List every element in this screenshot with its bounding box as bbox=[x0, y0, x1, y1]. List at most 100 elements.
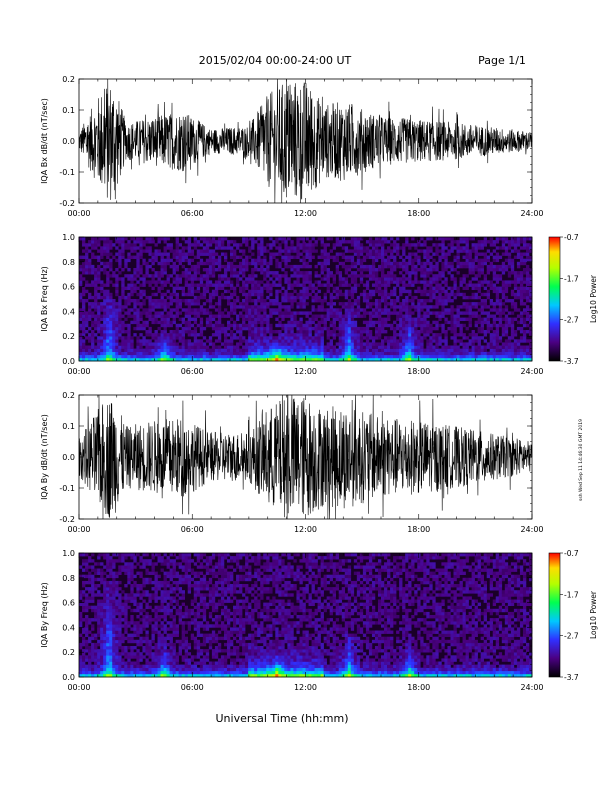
spectrogram-cell bbox=[290, 246, 293, 249]
spectrogram-cell bbox=[372, 302, 375, 305]
spectrogram-cell bbox=[245, 240, 248, 243]
spectrogram-cell bbox=[112, 596, 115, 599]
spectrogram-cell bbox=[176, 330, 179, 333]
spectrogram-cell bbox=[345, 324, 348, 327]
spectrogram-cell bbox=[197, 249, 200, 252]
spectrogram-cell bbox=[369, 249, 372, 252]
spectrogram-cell bbox=[517, 249, 520, 252]
spectrogram-cell bbox=[372, 352, 375, 355]
spectrogram-cell bbox=[185, 346, 188, 349]
y-tick-label: -0.2 bbox=[59, 515, 75, 524]
spectrogram-cell bbox=[475, 302, 478, 305]
spectrogram-cell bbox=[164, 237, 167, 240]
spectrogram-cell bbox=[493, 333, 496, 336]
spectrogram-cell bbox=[502, 324, 505, 327]
spectrogram-cell bbox=[327, 237, 330, 240]
spectrogram-cell bbox=[318, 308, 321, 311]
spectrogram-cell bbox=[212, 249, 215, 252]
spectrogram-cell bbox=[215, 308, 218, 311]
spectrogram-cell bbox=[318, 352, 321, 355]
spectrogram-cell bbox=[450, 355, 453, 358]
spectrogram-cell bbox=[366, 321, 369, 324]
spectrogram-cell bbox=[115, 284, 118, 287]
spectrogram-cell bbox=[481, 268, 484, 271]
spectrogram-cell bbox=[275, 240, 278, 243]
spectrogram-cell bbox=[121, 284, 124, 287]
spectrogram-cell bbox=[245, 262, 248, 265]
spectrogram-cell bbox=[469, 284, 472, 287]
spectrogram-cell bbox=[251, 237, 254, 240]
spectrogram-cell bbox=[351, 265, 354, 268]
spectrogram-cell bbox=[463, 342, 466, 345]
spectrogram-cell bbox=[260, 318, 263, 321]
spectrogram-cell bbox=[230, 324, 233, 327]
spectrogram-cell bbox=[478, 342, 481, 345]
spectrogram-cell bbox=[245, 265, 248, 268]
spectrogram-cell bbox=[109, 253, 112, 256]
spectrogram-cell bbox=[284, 253, 287, 256]
spectrogram-cell bbox=[254, 346, 257, 349]
spectrogram-cell bbox=[384, 265, 387, 268]
spectrogram-cell bbox=[381, 318, 384, 321]
spectrogram-cell bbox=[115, 315, 118, 318]
spectrogram-cell bbox=[97, 649, 100, 652]
spectrogram-cell bbox=[275, 271, 278, 274]
spectrogram-cell bbox=[402, 290, 405, 293]
spectrogram-cell bbox=[164, 346, 167, 349]
spectrogram-cell bbox=[312, 296, 315, 299]
spectrogram-cell bbox=[327, 274, 330, 277]
spectrogram-cell bbox=[315, 327, 318, 330]
spectrogram-cell bbox=[206, 349, 209, 352]
spectrogram-cell bbox=[233, 327, 236, 330]
spectrogram-cell bbox=[357, 240, 360, 243]
spectrogram-cell bbox=[484, 321, 487, 324]
spectrogram-cell bbox=[520, 237, 523, 240]
spectrogram-cell bbox=[182, 271, 185, 274]
spectrogram-cell bbox=[215, 253, 218, 256]
spectrogram-cell bbox=[161, 287, 164, 290]
spectrogram-cell bbox=[423, 290, 426, 293]
spectrogram-cell bbox=[354, 246, 357, 249]
spectrogram-cell bbox=[269, 293, 272, 296]
spectrogram-cell bbox=[481, 330, 484, 333]
spectrogram-cell bbox=[511, 349, 514, 352]
spectrogram-cell bbox=[212, 349, 215, 352]
spectrogram-cell bbox=[517, 293, 520, 296]
spectrogram-cell bbox=[402, 277, 405, 280]
spectrogram-cell bbox=[100, 249, 103, 252]
spectrogram-cell bbox=[354, 284, 357, 287]
spectrogram-cell bbox=[354, 274, 357, 277]
spectrogram-cell bbox=[91, 618, 94, 621]
spectrogram-cell bbox=[520, 246, 523, 249]
spectrogram-cell bbox=[302, 249, 305, 252]
spectrogram-cell bbox=[269, 287, 272, 290]
spectrogram-cell bbox=[272, 352, 275, 355]
spectrogram-cell bbox=[106, 600, 109, 603]
spectrogram-cell bbox=[230, 256, 233, 259]
spectrogram-cell bbox=[227, 302, 230, 305]
spectrogram-cell bbox=[423, 243, 426, 246]
spectrogram-cell bbox=[94, 655, 97, 658]
spectrogram-cell bbox=[164, 305, 167, 308]
spectrogram-cell bbox=[176, 293, 179, 296]
spectrogram-cell bbox=[85, 246, 88, 249]
spectrogram-cell bbox=[215, 293, 218, 296]
page-title: 2015/02/04 00:00-24:00 UT bbox=[199, 54, 352, 67]
spectrogram-cell bbox=[191, 277, 194, 280]
spectrogram-cell bbox=[490, 243, 493, 246]
spectrogram-cell bbox=[387, 240, 390, 243]
spectrogram-cell bbox=[212, 333, 215, 336]
spectrogram-cell bbox=[272, 336, 275, 339]
spectrogram-cell bbox=[414, 280, 417, 283]
spectrogram-cell bbox=[414, 321, 417, 324]
spectrogram-cell bbox=[281, 336, 284, 339]
spectrogram-cell bbox=[91, 355, 94, 358]
spectrogram-cell bbox=[164, 349, 167, 352]
spectrogram-cell bbox=[324, 274, 327, 277]
spectrogram-cell bbox=[109, 346, 112, 349]
spectrogram-cell bbox=[257, 355, 260, 358]
spectrogram-cell bbox=[496, 333, 499, 336]
spectrogram-cell bbox=[354, 299, 357, 302]
spectrogram-cell bbox=[345, 315, 348, 318]
spectrogram-cell bbox=[450, 246, 453, 249]
